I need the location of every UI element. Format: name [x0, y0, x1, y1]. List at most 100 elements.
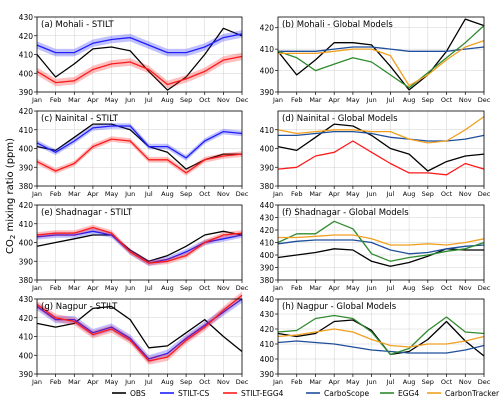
series-line-stilt_egg4 [36, 138, 243, 174]
series-line-carbontracker [277, 116, 485, 144]
x-tick-label: Jan [272, 284, 283, 292]
series-line-obs [277, 18, 485, 91]
panel-title: (h) Nagpur - Global Models [282, 302, 397, 312]
series-line-stilt_egg4 [36, 294, 243, 362]
legend-item-stilt_egg4: STILT-EGG4 [223, 389, 284, 398]
x-tick-label: Mar [309, 284, 322, 292]
legend-label: STILT-EGG4 [241, 389, 284, 398]
legend-label: EGG4 [398, 389, 419, 398]
y-tick-label: 410 [19, 220, 34, 229]
panel-7: 390 400 410 420 430 Jan Feb Mar Apr May Jun Jul Aug S… [19, 291, 249, 386]
x-tick-label: Apr [329, 190, 341, 198]
series-line-stilt_egg4 [36, 55, 243, 86]
y-tick-label: 440 [260, 201, 275, 210]
series-line-carbontracker [278, 39, 485, 87]
panel-3: 380 390 400 410 420 Jan Feb Mar Apr May Jun Jul Aug S… [19, 107, 249, 198]
y-tick-label: 410 [260, 45, 275, 54]
x-tick-label: Jul [144, 284, 153, 292]
series-line-carboscope [277, 340, 485, 354]
x-tick-label: Sep [422, 96, 434, 104]
x-tick-label: Sep [422, 284, 434, 292]
series-line-obs [36, 230, 243, 262]
x-tick-label: Jun [124, 284, 135, 292]
x-tick-label: Nov [217, 284, 230, 292]
x-tick-label: Nov [217, 190, 230, 198]
x-tick-label: Feb [50, 190, 62, 198]
x-tick-label: Jun [366, 284, 377, 292]
y-tick-label: 420 [260, 226, 275, 235]
x-tick-label: Mar [68, 96, 81, 104]
x-tick-label: Apr [87, 190, 99, 198]
legend-item-egg4: EGG4 [380, 389, 419, 398]
series-band-stilt_cs [37, 123, 242, 161]
x-tick-label: May [346, 190, 360, 198]
x-tick-label: Dec [478, 96, 491, 104]
x-tick-label: Mar [68, 284, 81, 292]
x-tick-label: Jun [124, 190, 135, 198]
panel-title: (e) Shadnagar - STILT [41, 208, 133, 218]
x-tick-label: Jan [31, 284, 42, 292]
x-tick-label: Jul [385, 96, 394, 104]
x-tick-label: Jan [31, 96, 42, 104]
x-tick-label: Jan [272, 378, 283, 386]
panels: 390 400 410 420 430 Jan Feb Mar Apr May Jun Jul Aug S… [19, 13, 491, 386]
x-tick-label: Jun [366, 96, 377, 104]
x-tick-label: May [346, 378, 360, 386]
legend-item-stilt_cs: STILT-CS [160, 389, 210, 398]
x-tick-label: Feb [50, 378, 62, 386]
y-tick-label: 420 [19, 32, 34, 41]
x-tick-label: Aug [403, 96, 416, 104]
panel-title: (b) Mohali - Global Models [282, 20, 393, 30]
y-tick-label: 420 [19, 201, 34, 210]
x-tick-label: Aug [161, 190, 174, 198]
panel-frame [36, 16, 243, 93]
y-tick-label: 440 [260, 295, 275, 304]
x-tick-label: Oct [441, 96, 453, 104]
x-tick-label: Feb [291, 378, 303, 386]
y-tick-label: 410 [260, 340, 275, 349]
series-line-stilt_cs [36, 298, 243, 360]
series-line-stilt_cs [36, 125, 243, 159]
legend-label: CarbonTracker [445, 389, 500, 398]
x-tick-label: May [105, 190, 119, 198]
x-tick-label: Sep [180, 190, 192, 198]
x-tick-label: Feb [291, 96, 303, 104]
panel-8: 390 400 410 420 430 440 Jan Feb Mar Apr May Jun Jul A… [260, 295, 491, 386]
legend-item-carboscope: CarboScope [306, 389, 369, 398]
series-line-carboscope [277, 239, 485, 255]
y-tick-label: 430 [260, 310, 275, 319]
panel-title: (g) Nagpur - STILT [41, 302, 118, 312]
y-axis-label-prefix: CO [5, 239, 16, 254]
x-tick-label: Jul [385, 190, 394, 198]
series-line-obs [36, 27, 243, 91]
x-tick-label: Jun [124, 96, 135, 104]
panel-5: 380 390 400 410 420 Jan Feb Mar Apr May Jun Jul Aug S… [19, 201, 249, 292]
x-tick-label: Feb [291, 190, 303, 198]
y-tick-label: 390 [260, 264, 275, 273]
x-tick-label: May [346, 96, 360, 104]
y-tick-label: 400 [260, 67, 275, 76]
x-tick-label: May [105, 96, 119, 104]
y-tick-label: 390 [19, 257, 34, 266]
series-line-carbontracker [277, 328, 485, 348]
y-tick-label: 400 [260, 355, 275, 364]
x-tick-label: Aug [161, 284, 174, 292]
legend-label: CarboScope [324, 389, 369, 398]
x-tick-label: Aug [161, 378, 174, 386]
panel-2: 390 400 410 420 Jan Feb Mar Apr May Jun Jul Aug Sep O… [260, 16, 491, 104]
series-line-obs [277, 123, 485, 172]
x-tick-label: Jul [144, 378, 153, 386]
series-band-stilt_cs [37, 228, 242, 266]
y-tick-label: 400 [260, 251, 275, 260]
panel-title: (c) Nainital - STILT [41, 114, 119, 124]
y-tick-label: 390 [260, 370, 275, 379]
x-tick-label: Jan [31, 190, 42, 198]
x-tick-label: May [346, 284, 360, 292]
legend-label: STILT-CS [178, 389, 210, 398]
x-tick-label: Feb [50, 96, 62, 104]
series-line-carboscope [278, 130, 485, 142]
x-tick-label: Jul [385, 378, 394, 386]
x-tick-label: Sep [422, 378, 434, 386]
x-tick-label: Oct [199, 378, 211, 386]
